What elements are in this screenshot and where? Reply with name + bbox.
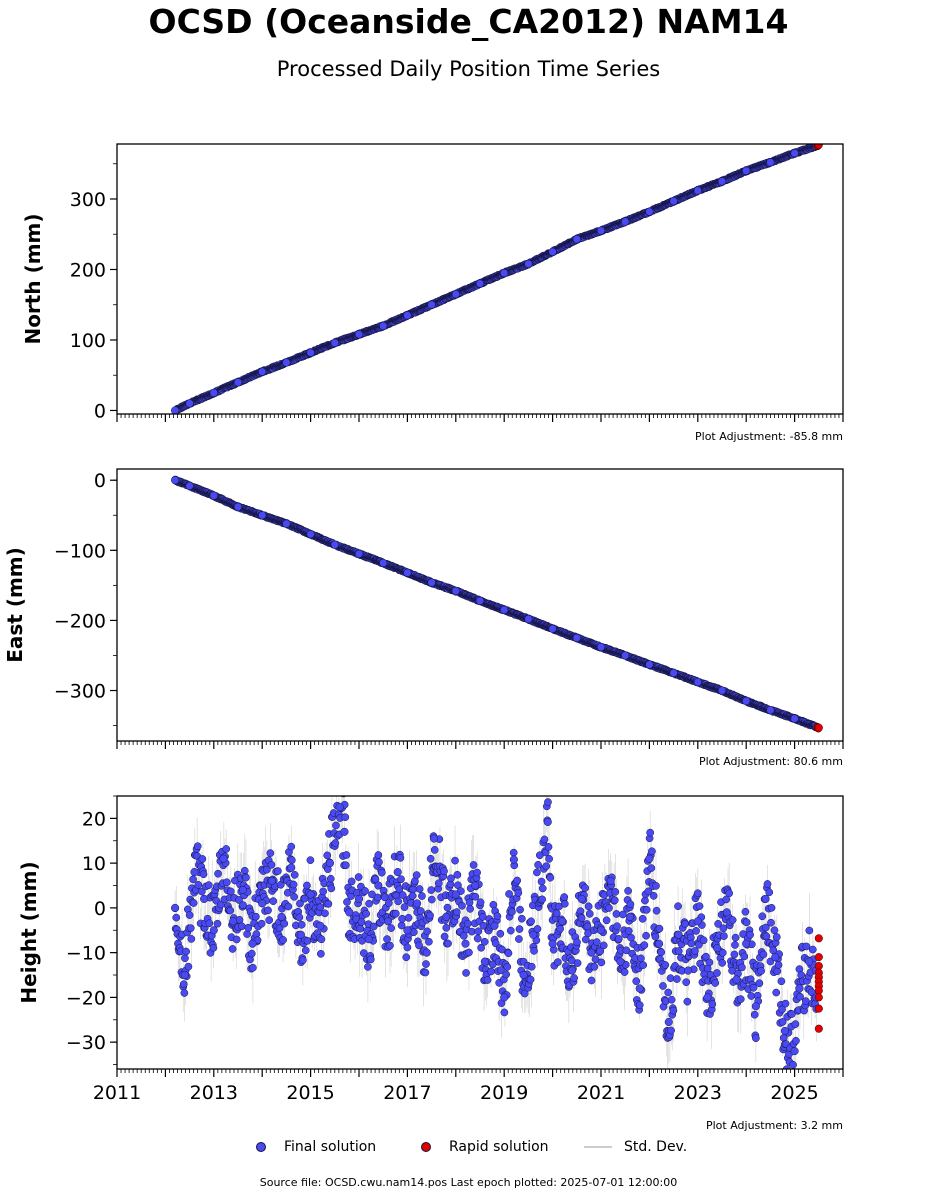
plot-area-2	[171, 475, 823, 733]
final-point	[185, 481, 194, 490]
final-point	[451, 290, 460, 299]
final-point	[171, 476, 180, 485]
final-point	[209, 388, 218, 397]
final-point	[766, 706, 775, 715]
final-point	[379, 558, 388, 567]
plot-area-1	[171, 144, 823, 414]
final-point	[790, 149, 799, 158]
y-tick-label: 0	[94, 470, 106, 492]
final-point	[403, 568, 412, 577]
final-point	[233, 378, 243, 387]
final-point	[742, 166, 751, 175]
y-tick-label: 300	[70, 189, 106, 211]
final-point	[354, 330, 364, 339]
x-ticks-2	[116, 741, 844, 749]
panel-2: 0 −100 −200 −300 East (mm) Plot Adjustment: 8…	[3, 468, 844, 768]
final-points-2	[171, 475, 821, 732]
final-point	[330, 338, 339, 347]
final-point	[475, 596, 485, 605]
final-point	[524, 259, 533, 268]
final-point	[171, 406, 180, 414]
final-point	[766, 158, 775, 167]
final-point	[548, 624, 557, 633]
final-point	[669, 668, 678, 678]
final-point	[669, 197, 678, 206]
final-points-1	[171, 144, 821, 414]
final-point	[282, 358, 291, 367]
final-point	[500, 268, 509, 278]
plot-area-3	[171, 796, 823, 1069]
final-point	[572, 235, 581, 244]
final-point	[742, 696, 751, 706]
y-axis-title-2: East (mm)	[3, 547, 27, 663]
plot-adjustment-2: Plot Adjustment: 80.6 mm	[699, 755, 843, 768]
plot-adjustment-1: Plot Adjustment: -85.8 mm	[695, 430, 843, 443]
final-point	[185, 399, 194, 408]
final-point	[693, 186, 702, 195]
y-ticks-1: 0 100 200 300	[70, 163, 117, 422]
final-point	[427, 578, 436, 587]
final-point	[258, 511, 267, 520]
final-point	[451, 586, 460, 596]
y-tick-label: −300	[54, 681, 106, 703]
final-point	[596, 643, 606, 652]
final-point	[403, 311, 412, 320]
final-point	[427, 300, 436, 309]
final-point	[621, 217, 630, 226]
y-tick-label: 200	[70, 259, 106, 281]
final-point	[621, 651, 630, 660]
rapid-point	[814, 723, 823, 732]
y-ticks-2: 0 −100 −200 −300	[54, 470, 117, 726]
final-point	[354, 549, 364, 558]
final-point	[790, 714, 799, 723]
y-tick-label: −200	[54, 610, 106, 632]
page-subtitle: Processed Daily Position Time Series	[276, 57, 661, 81]
final-point	[282, 519, 291, 528]
final-point	[693, 678, 702, 687]
x-ticks-1	[116, 414, 844, 422]
final-point	[572, 633, 581, 642]
panel-1: 0 100 200 300 North (mm) Plot Adjustment: -85…	[21, 143, 844, 443]
rapid-point	[814, 144, 823, 149]
final-point	[475, 279, 485, 288]
final-point	[306, 348, 315, 357]
y-tick-label: 100	[70, 330, 106, 352]
final-point	[596, 226, 606, 235]
final-point	[717, 686, 727, 695]
y-axis-title-1: North (mm)	[21, 213, 45, 344]
final-point	[524, 614, 533, 624]
page-title: OCSD (Oceanside_CA2012) NAM14	[148, 2, 789, 41]
final-point	[548, 247, 557, 256]
y-tick-label: −100	[54, 540, 106, 562]
final-point	[379, 321, 388, 330]
final-point	[330, 540, 339, 549]
final-point	[645, 207, 654, 216]
final-point	[258, 367, 267, 376]
final-point	[500, 605, 509, 614]
final-point	[306, 530, 315, 539]
final-point	[717, 177, 727, 186]
y-tick-label: 0	[94, 400, 106, 422]
final-point	[233, 502, 243, 511]
final-point	[209, 491, 218, 500]
rapid-points-1	[813, 144, 823, 151]
final-point	[645, 660, 654, 669]
